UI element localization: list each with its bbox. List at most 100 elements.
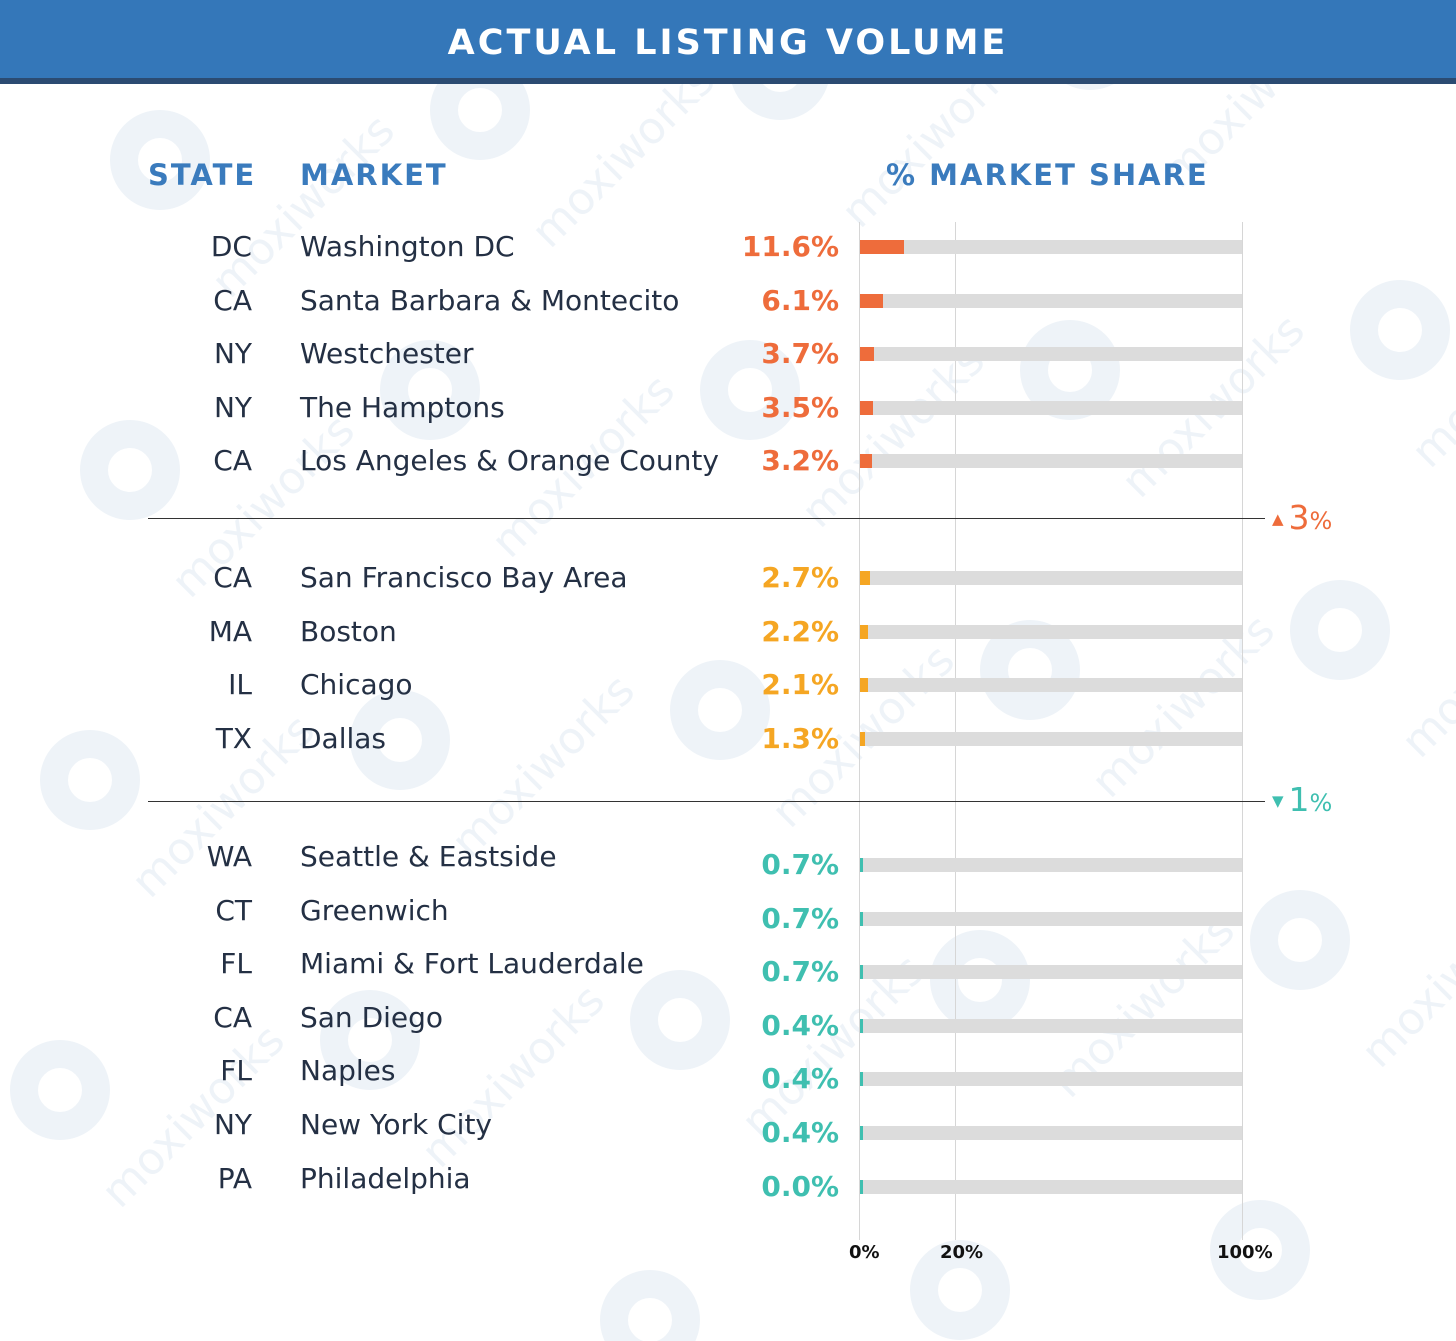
- watermark-ring: [1350, 280, 1450, 380]
- threshold-down-value: 1: [1288, 780, 1310, 819]
- market-cell: Washington DC: [300, 230, 515, 263]
- share-data-label: 0.7%: [761, 955, 839, 989]
- share-data-label: 0.7%: [761, 848, 839, 881]
- bar-fill: [860, 678, 869, 693]
- watermark-ring: [1250, 890, 1350, 990]
- header-bar: ACTUAL LISTING VOLUME: [0, 0, 1456, 84]
- watermark-ring: [910, 1240, 1010, 1340]
- share-data-label: 1.3%: [761, 721, 839, 755]
- table-row: TX Dallas 1.3%: [0, 719, 1456, 759]
- state-cell: FL: [220, 947, 252, 981]
- state-cell: CA: [213, 1000, 252, 1034]
- watermark-ring: [1290, 580, 1390, 680]
- bar-track: [860, 965, 1242, 980]
- market-cell: Santa Barbara & Montecito: [300, 283, 680, 317]
- state-cell: CA: [213, 444, 252, 478]
- watermark-ring: [670, 660, 770, 760]
- table-row: NY Westchester 3.7%: [0, 334, 1456, 374]
- bar-fill: [860, 347, 875, 362]
- state-cell: FL: [220, 1054, 252, 1088]
- state-cell: PA: [217, 1161, 252, 1195]
- state-cell: WA: [206, 840, 252, 873]
- down-triangle-icon: ▼: [1272, 792, 1284, 810]
- state-cell: CA: [213, 283, 252, 317]
- bar-fill: [860, 571, 871, 585]
- state-cell: MA: [208, 614, 252, 648]
- table-row: MA Boston 2.2%: [0, 612, 1456, 652]
- share-data-label: 11.6%: [741, 230, 839, 263]
- market-cell: Westchester: [300, 337, 474, 371]
- threshold-up-label: ▲ 3%: [1272, 498, 1332, 541]
- state-cell: NY: [213, 390, 252, 424]
- bar-track: [860, 293, 1242, 308]
- watermark-ring: [40, 730, 140, 830]
- share-data-label: 2.1%: [761, 668, 839, 702]
- watermark-ring: [1210, 1200, 1310, 1300]
- share-data-label: 2.7%: [761, 561, 839, 594]
- share-data-label: 3.7%: [761, 337, 839, 371]
- watermark-ring: [930, 930, 1030, 1030]
- table-row: CA Los Angeles & Orange County 3.2%: [0, 441, 1456, 481]
- table-row: IL Chicago 2.1%: [0, 665, 1456, 705]
- bar-fill: [860, 400, 874, 415]
- state-cell: NY: [213, 337, 252, 371]
- bar-fill: [860, 1072, 863, 1087]
- bar-track: [860, 454, 1242, 469]
- market-cell: Miami & Fort Lauderdale: [300, 947, 644, 981]
- bar-track: [860, 347, 1242, 362]
- table-row: CA San Francisco Bay Area 2.7%: [0, 558, 1456, 598]
- bar-fill: [860, 624, 869, 639]
- state-cell: TX: [215, 721, 252, 755]
- bar-track: [860, 858, 1242, 872]
- bar-fill: [860, 293, 884, 308]
- market-cell: Chicago: [300, 668, 413, 702]
- watermark-ring: [10, 1040, 110, 1140]
- share-data-label: 6.1%: [761, 283, 839, 317]
- watermark-ring: [630, 970, 730, 1070]
- bar-track: [860, 571, 1242, 585]
- bar-fill: [860, 1179, 863, 1194]
- share-data-label: 3.5%: [761, 390, 839, 424]
- market-cell: New York City: [300, 1108, 492, 1141]
- market-column-header: MARKET: [300, 158, 448, 192]
- share-data-label: 2.2%: [761, 614, 839, 648]
- bar-track: [860, 731, 1242, 746]
- share-data-label: 0.4%: [761, 1116, 839, 1149]
- page-title: ACTUAL LISTING VOLUME: [447, 23, 1009, 63]
- bar-fill: [860, 454, 873, 469]
- gridline: [859, 222, 860, 1240]
- market-cell: Boston: [300, 614, 397, 648]
- bar-track: [860, 624, 1242, 639]
- table-row: WA Seattle & Eastside 0.7%: [0, 837, 1456, 881]
- bar-fill: [860, 1018, 863, 1033]
- table-row: DC Washington DC 11.6%: [0, 227, 1456, 267]
- state-cell: CT: [215, 893, 252, 927]
- state-cell: IL: [228, 668, 252, 702]
- threshold-down-unit: %: [1309, 789, 1333, 817]
- x-tick-label: 0%: [849, 1242, 880, 1263]
- bar-track: [860, 1072, 1242, 1087]
- market-cell: San Diego: [300, 1000, 444, 1034]
- bar-track: [860, 1179, 1242, 1194]
- x-tick-label: 20%: [940, 1242, 984, 1263]
- share-data-label: 0.0%: [761, 1169, 839, 1203]
- market-cell: Greenwich: [300, 893, 449, 927]
- watermark-ring: [110, 110, 210, 210]
- market-cell: Dallas: [300, 721, 387, 755]
- table-row: NY New York City 0.4%: [0, 1105, 1456, 1149]
- watermark-ring: [320, 990, 420, 1090]
- bar-track: [860, 1126, 1242, 1140]
- bar-track: [860, 678, 1242, 693]
- bar-fill: [860, 965, 863, 980]
- table-row: FL Naples 0.4%: [0, 1051, 1456, 1095]
- table-row: CT Greenwich 0.7%: [0, 891, 1456, 935]
- threshold-divider-low: [148, 801, 1265, 802]
- gridline: [1242, 222, 1243, 1240]
- market-cell: Naples: [300, 1054, 396, 1088]
- threshold-down-label: ▼ 1%: [1272, 780, 1332, 823]
- watermark-ring: [380, 340, 480, 440]
- bar-fill: [860, 858, 863, 872]
- table-row: FL Miami & Fort Lauderdale 0.7%: [0, 944, 1456, 988]
- market-cell: Seattle & Eastside: [300, 840, 557, 873]
